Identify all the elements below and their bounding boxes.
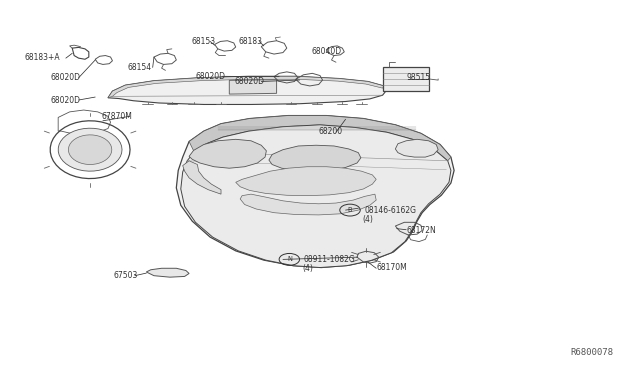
Polygon shape xyxy=(229,80,276,94)
Polygon shape xyxy=(108,76,387,105)
Text: 67870M: 67870M xyxy=(102,112,132,121)
Text: 98515: 98515 xyxy=(407,73,431,82)
Polygon shape xyxy=(189,139,266,168)
Text: 68154: 68154 xyxy=(127,63,151,72)
Text: 68170M: 68170M xyxy=(376,263,407,272)
Text: 68200: 68200 xyxy=(319,126,343,136)
Text: 68040D: 68040D xyxy=(311,47,341,56)
Polygon shape xyxy=(240,194,376,215)
Polygon shape xyxy=(176,116,454,267)
Text: 68183: 68183 xyxy=(239,37,263,46)
Text: (4): (4) xyxy=(302,264,313,273)
Text: N: N xyxy=(287,256,292,262)
Polygon shape xyxy=(180,125,451,267)
Polygon shape xyxy=(189,116,451,161)
Polygon shape xyxy=(236,167,376,196)
Text: B: B xyxy=(348,207,352,213)
Text: 67503: 67503 xyxy=(113,271,138,280)
Polygon shape xyxy=(108,76,384,98)
Text: 68183+A: 68183+A xyxy=(25,52,61,61)
Bar xyxy=(383,67,429,91)
Text: (4): (4) xyxy=(362,215,373,224)
Text: 68020D: 68020D xyxy=(195,72,225,81)
Text: 68020D: 68020D xyxy=(51,73,81,82)
Polygon shape xyxy=(269,145,361,171)
Text: 68020D: 68020D xyxy=(51,96,81,105)
Text: 68020D: 68020D xyxy=(234,77,264,86)
Polygon shape xyxy=(182,161,221,194)
Text: R6800078: R6800078 xyxy=(571,348,614,357)
Polygon shape xyxy=(58,128,122,171)
Text: 08146-6162G: 08146-6162G xyxy=(364,206,416,215)
Polygon shape xyxy=(68,135,112,164)
Polygon shape xyxy=(147,268,189,277)
Text: 68172N: 68172N xyxy=(406,226,436,235)
Polygon shape xyxy=(396,139,438,157)
Text: 68153: 68153 xyxy=(191,37,215,46)
Text: 08911-1082G: 08911-1082G xyxy=(303,255,355,264)
